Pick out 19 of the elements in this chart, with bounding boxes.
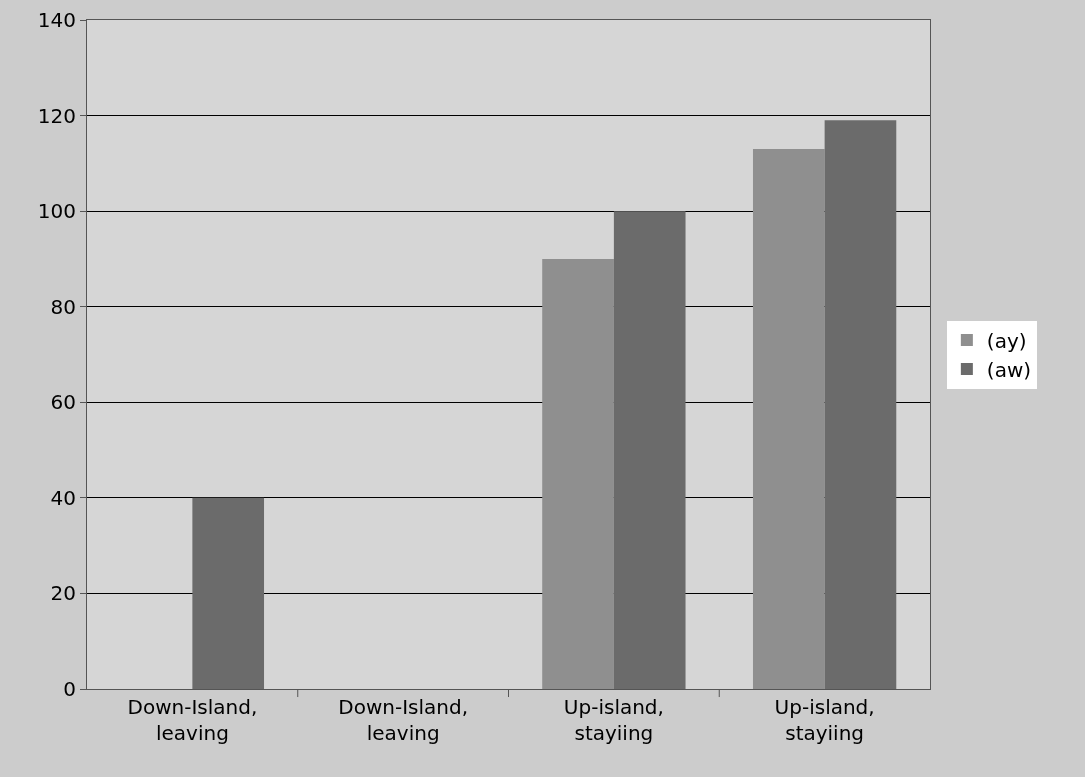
y-tick-label: 100 xyxy=(37,199,76,224)
x-tick-label: Down-Island, leaving xyxy=(338,695,469,745)
bar xyxy=(192,497,265,689)
y-tick-label: 80 xyxy=(50,294,76,319)
bar xyxy=(824,120,897,689)
y-tick-label: 60 xyxy=(50,390,76,415)
x-tick-label: Up-island, stayiing xyxy=(563,695,664,745)
legend-label: (ay) xyxy=(986,328,1027,353)
legend-label: (aw) xyxy=(986,357,1032,382)
y-tick-label: 0 xyxy=(63,677,76,701)
y-tick-label: 40 xyxy=(50,485,76,510)
bar xyxy=(542,258,614,689)
x-tick-label: Down-Island, leaving xyxy=(127,695,258,745)
y-tick-label: 20 xyxy=(50,581,76,606)
y-tick-label: 120 xyxy=(37,103,76,128)
bar xyxy=(613,211,686,689)
bar xyxy=(752,149,825,689)
y-tick-label: 140 xyxy=(37,8,76,32)
x-tick-label: Up-island, stayiing xyxy=(774,695,875,745)
